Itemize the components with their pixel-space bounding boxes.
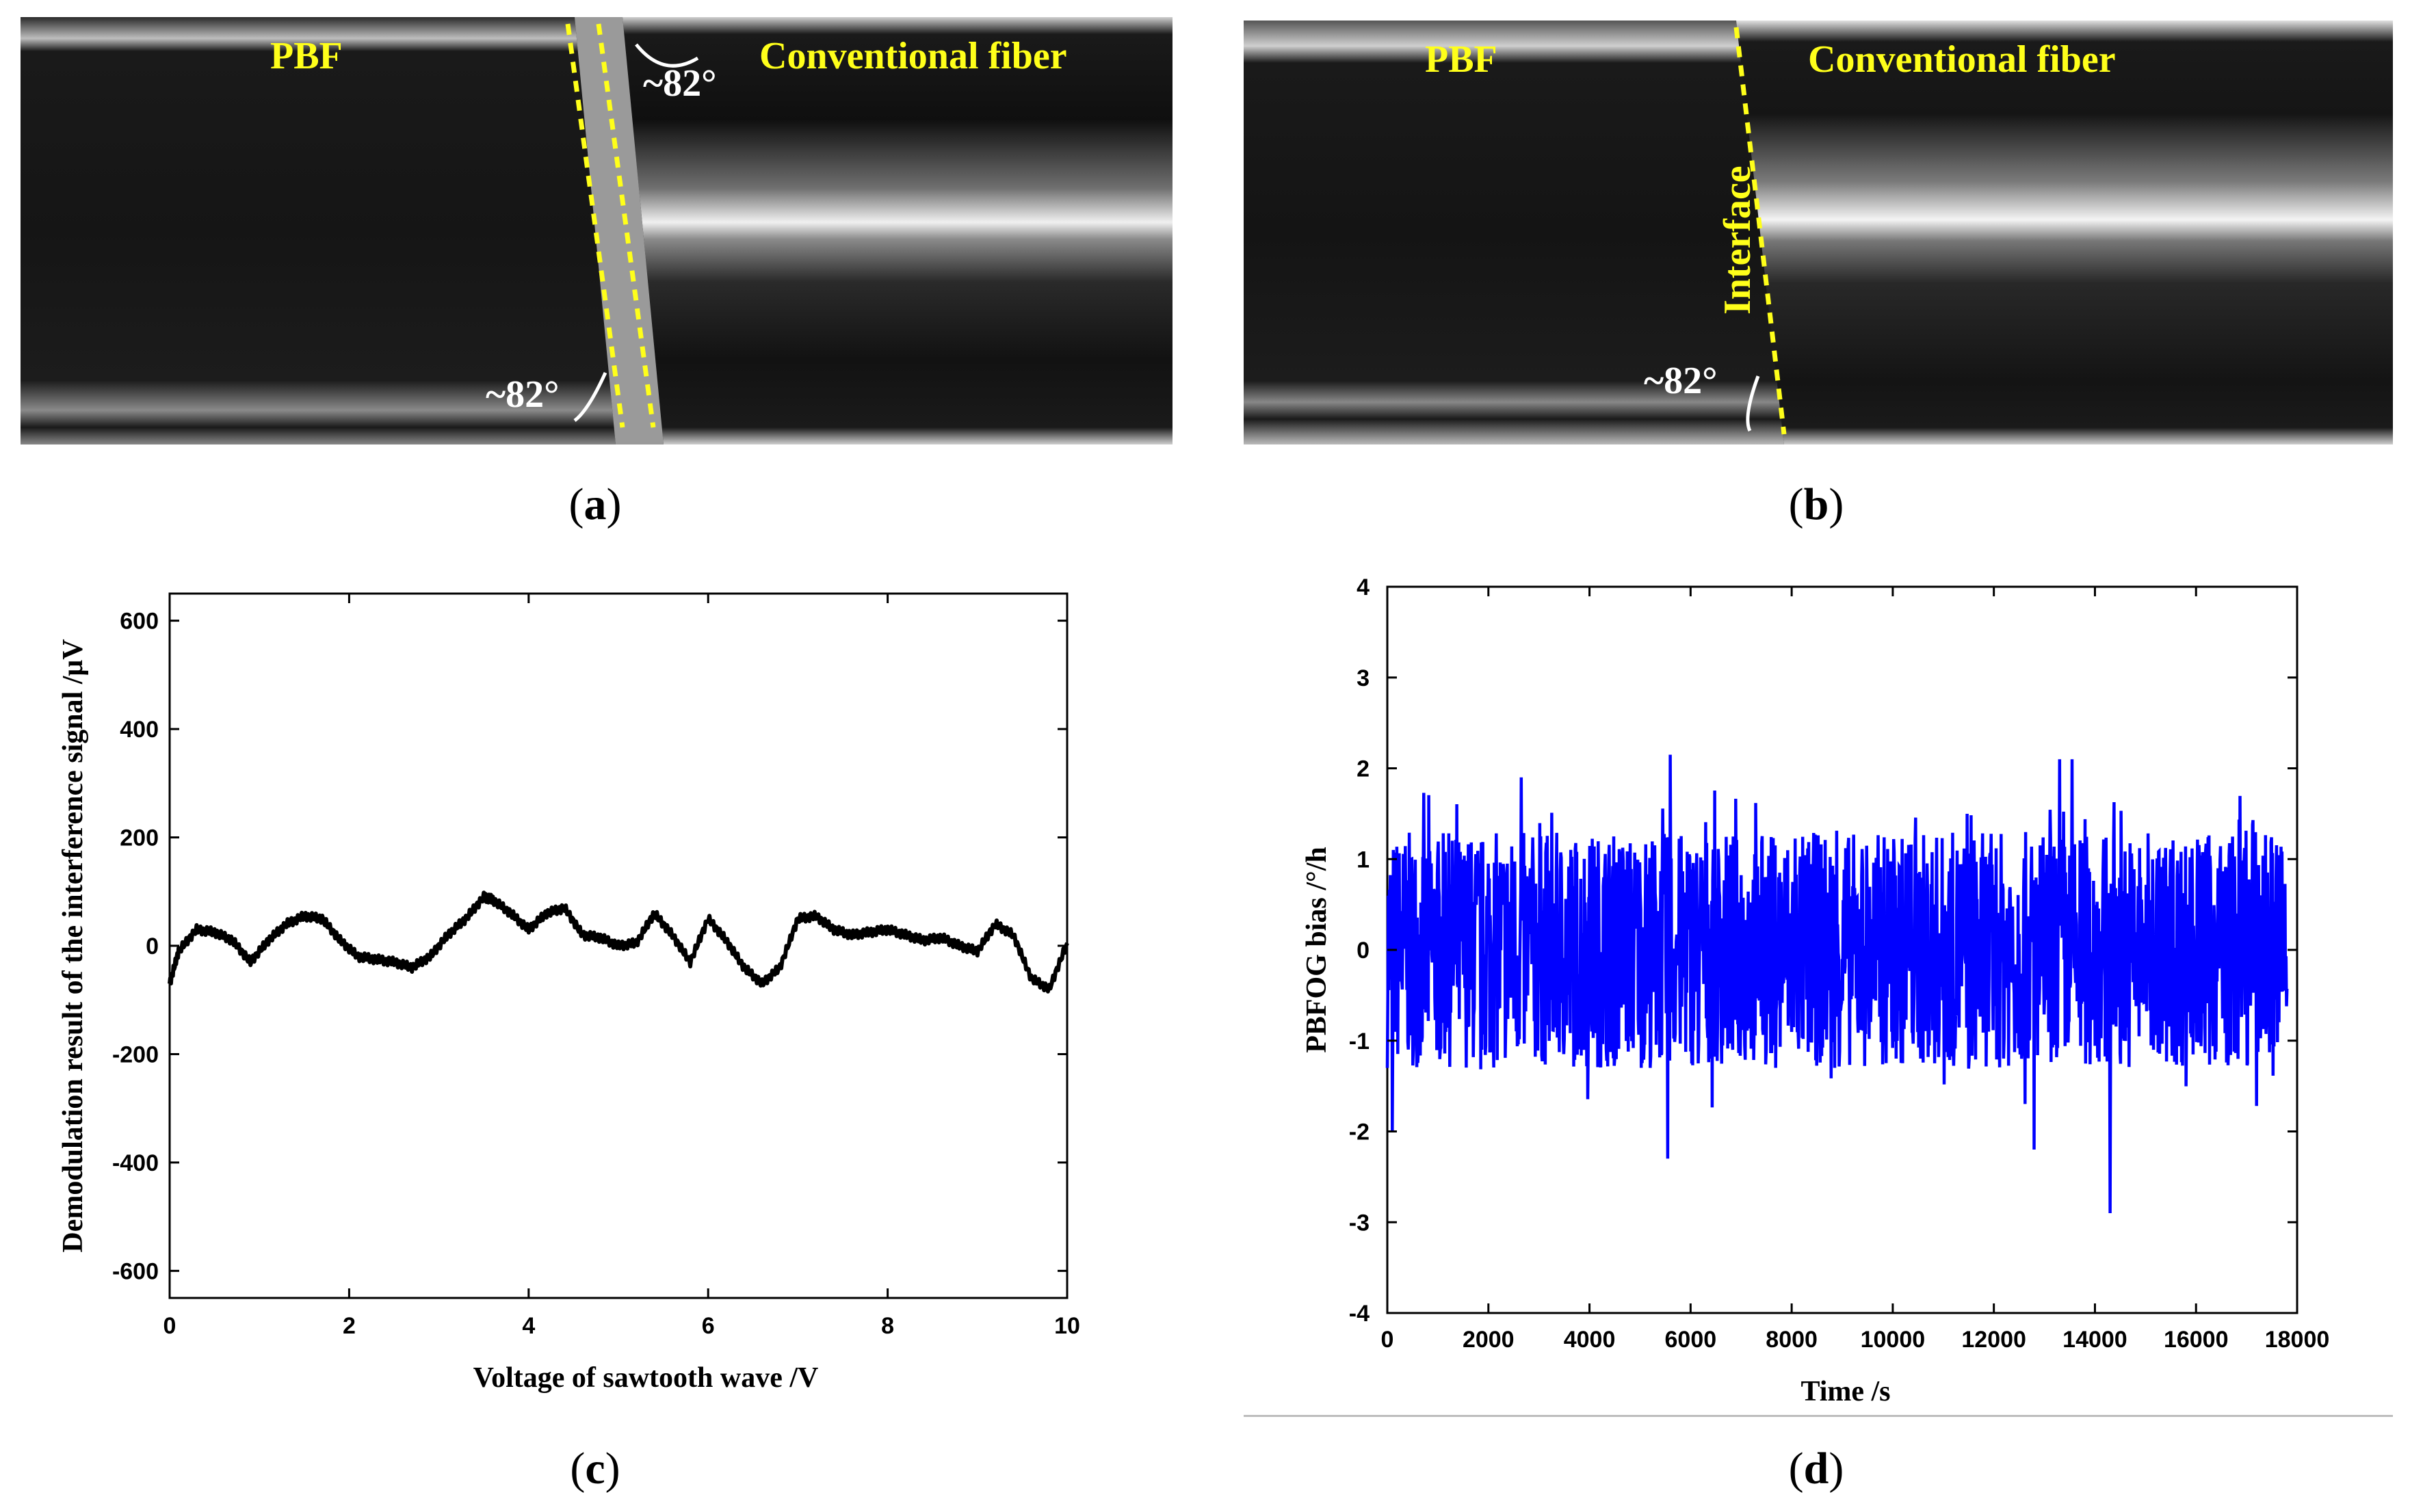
series-line-demodulation	[168, 890, 1069, 994]
pbf-region	[1244, 21, 1784, 445]
separator-line	[1244, 1415, 2393, 1417]
y-tick-label: -1	[1349, 1029, 1370, 1055]
y-tick-label: 200	[120, 825, 159, 851]
x-tick-label: 4000	[1564, 1327, 1616, 1353]
y-tick-label: 400	[120, 717, 159, 743]
chart-c-svg: 0 2 4 6 8 10 600 400 200 0 -200 -400 -600 Voltage of …	[57, 592, 1080, 1394]
x-tick-label: 16000	[2164, 1327, 2229, 1353]
interface-label: Interface	[1716, 165, 1759, 315]
chart-d: 0 2000 4000 6000 8000 10000 12000 14000 16000 180…	[1244, 561, 2410, 1409]
x-tick-label: 8	[881, 1313, 894, 1339]
x-axis-label: Time /s	[1800, 1376, 1890, 1407]
panel-a-caption: (a)	[568, 479, 622, 529]
y-tick-label: -400	[112, 1150, 159, 1176]
x-axis-label: Voltage of sawtooth wave /V	[473, 1362, 819, 1394]
x-tick-label: 10	[1054, 1313, 1080, 1339]
y-tick-label: 3	[1357, 665, 1370, 691]
series-line-pbfog-bias	[1385, 754, 2289, 1214]
x-tick-label: 12000	[1961, 1327, 2026, 1353]
panel-b-caption: (b)	[1788, 479, 1844, 529]
x-tick-label: 2	[343, 1313, 356, 1339]
panel-d-caption: (d)	[1788, 1444, 1844, 1494]
angle-top-label: ~82°	[643, 62, 717, 105]
y-tick-label: 1	[1357, 847, 1370, 873]
x-tick-label: 6	[702, 1313, 715, 1339]
conventional-fiber-region	[623, 17, 1173, 445]
panel-a-svg: PBF Conventional fiber ~82° ~82°	[21, 17, 1173, 445]
conventional-fiber-region	[1736, 21, 2393, 445]
y-tick-label: -2	[1349, 1119, 1370, 1145]
y-tick-label: 2	[1357, 756, 1370, 782]
y-tick-label: -4	[1349, 1301, 1370, 1327]
panel-b-image: PBF Conventional fiber Interface ~82°	[1244, 21, 2393, 445]
x-tick-label: 6000	[1665, 1327, 1717, 1353]
x-tick-label: 10000	[1861, 1327, 1926, 1353]
x-tick-label: 18000	[2265, 1327, 2330, 1353]
y-tick-label: 600	[120, 609, 159, 635]
y-tick-label: 0	[146, 933, 159, 959]
y-axis-label: Demodulation result of the interference …	[57, 639, 89, 1252]
y-axis-label: PBFOG bias /°/h	[1301, 847, 1333, 1053]
y-tick-label: 0	[1357, 938, 1370, 964]
panel-c-caption: (c)	[570, 1444, 620, 1494]
x-tick-label: 0	[163, 1313, 176, 1339]
panel-b-svg: PBF Conventional fiber Interface ~82°	[1244, 21, 2393, 445]
pbf-region	[21, 17, 616, 445]
y-tick-label: 4	[1357, 574, 1370, 600]
x-tick-label: 2000	[1463, 1327, 1515, 1353]
x-tick-label: 14000	[2062, 1327, 2127, 1353]
y-tick-label: -3	[1349, 1210, 1370, 1236]
x-tick-label: 8000	[1766, 1327, 1818, 1353]
pbf-label: PBF	[270, 35, 343, 77]
chart-c: 0 2 4 6 8 10 600 400 200 0 -200 -400 -600 Voltage of …	[0, 561, 1190, 1395]
y-tick-label: -200	[112, 1042, 159, 1067]
chart-d-svg: 0 2000 4000 6000 8000 10000 12000 14000 16000 180…	[1301, 574, 2330, 1407]
panel-a-image: PBF Conventional fiber ~82° ~82°	[21, 17, 1173, 445]
x-tick-label: 0	[1381, 1327, 1394, 1353]
x-tick-label: 4	[522, 1313, 535, 1339]
angle-bottom-label: ~82°	[1644, 360, 1718, 402]
conventional-fiber-label: Conventional fiber	[759, 35, 1067, 77]
y-tick-label: -600	[112, 1258, 159, 1284]
conventional-fiber-label: Conventional fiber	[1808, 38, 2116, 81]
angle-bottom-label: ~82°	[486, 373, 560, 416]
pbf-label: PBF	[1425, 38, 1497, 81]
